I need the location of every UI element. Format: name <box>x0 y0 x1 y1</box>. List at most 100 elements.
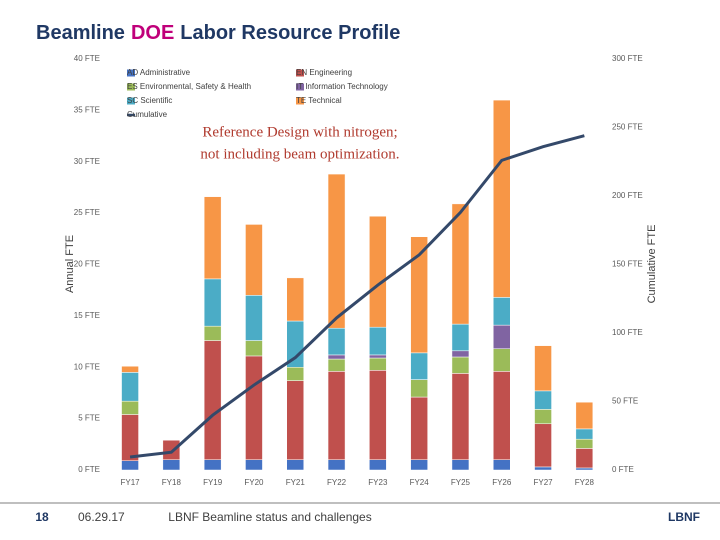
legend-label: EN Engineering <box>296 68 352 77</box>
y2-tick-label: 200 FTE <box>612 191 643 200</box>
x-tick-label: FY26 <box>492 478 512 487</box>
x-tick-label: FY25 <box>451 478 471 487</box>
bar-segment <box>493 99 511 298</box>
annotation: not including beam optimization. <box>200 146 399 162</box>
bar-segment <box>286 380 304 460</box>
legend-label: IT Information Technology <box>296 82 388 91</box>
bar-segment <box>369 370 387 460</box>
bar-segment <box>451 323 470 352</box>
legend-swatch <box>127 83 135 91</box>
bar-segment <box>493 371 511 460</box>
footer-date: 06.29.17 <box>78 510 125 524</box>
bar-segment <box>121 365 139 373</box>
bar-segment <box>410 352 428 380</box>
bar-segment <box>121 414 139 462</box>
x-tick-label: FY28 <box>575 478 595 487</box>
x-tick-label: FY20 <box>244 478 264 487</box>
bar-segment <box>203 340 222 460</box>
bar-segment <box>493 348 511 372</box>
bar-segment <box>327 358 346 372</box>
bar-segment <box>286 277 304 322</box>
y-tick-label: 40 FTE <box>74 54 100 63</box>
bar-segment <box>410 379 428 398</box>
bar-segment <box>121 372 139 402</box>
bar-segment <box>286 459 304 471</box>
legend-swatch <box>296 83 304 91</box>
cumulative-line <box>129 134 585 459</box>
y2-tick-label: 150 FTE <box>612 260 643 269</box>
y-tick-label: 25 FTE <box>74 208 100 217</box>
bar-segment <box>369 354 387 359</box>
y-axis-title: Annual FTE <box>64 235 76 293</box>
legend-label: SC Scientific <box>127 96 172 105</box>
bar-segment <box>451 373 470 460</box>
title-part: Beamline <box>36 22 125 44</box>
bar-segment <box>369 357 387 371</box>
y2-axis-title: Cumulative FTE <box>646 225 658 304</box>
bar-segment <box>493 297 511 326</box>
chart-title: Beamline DOE Labor Resource Profile <box>36 22 400 44</box>
bar-segment <box>245 459 263 471</box>
bar-segment <box>245 295 263 341</box>
bar-segment <box>534 466 552 471</box>
y-tick-label: 30 FTE <box>74 157 100 166</box>
bar-segment <box>327 354 346 360</box>
x-tick-label: FY22 <box>327 478 347 487</box>
bar-segment <box>575 438 594 449</box>
bar-segment <box>534 423 552 468</box>
bar-segment <box>327 371 346 460</box>
bar-segment <box>410 236 428 354</box>
bar-segment <box>534 409 552 425</box>
bar-segment <box>410 396 428 460</box>
annotation: Reference Design with nitrogen; <box>202 124 397 140</box>
x-tick-label: FY23 <box>368 478 388 487</box>
y2-tick-label: 50 FTE <box>612 397 638 406</box>
page-number: 18 <box>35 510 49 524</box>
bar-segment <box>203 278 222 327</box>
bar-segment <box>327 459 346 471</box>
y2-tick-label: 250 FTE <box>612 123 643 132</box>
bar-segment <box>369 215 387 328</box>
y-tick-label: 20 FTE <box>74 260 100 269</box>
bar-segment <box>451 203 470 325</box>
y-tick-label: 0 FTE <box>78 465 100 474</box>
y-tick-label: 5 FTE <box>78 414 100 423</box>
x-tick-label: FY19 <box>203 478 223 487</box>
footer-subject: LBNF Beamline status and challenges <box>168 510 371 524</box>
legend-label: TE Technical <box>296 96 342 105</box>
legend-label: AD Administrative <box>127 68 191 77</box>
bar-segment <box>162 439 181 460</box>
legend-swatch <box>296 97 304 105</box>
legend-swatch <box>127 69 135 77</box>
bar-segment <box>451 350 470 358</box>
bar-segment <box>410 459 428 471</box>
x-tick-label: FY27 <box>533 478 553 487</box>
legend-swatch <box>296 69 304 77</box>
bar-segment <box>493 324 511 350</box>
y-tick-label: 15 FTE <box>74 311 100 320</box>
y2-tick-label: 0 FTE <box>612 465 634 474</box>
bar-segment <box>121 400 139 415</box>
bar-segment <box>534 390 552 410</box>
title-part: DOE <box>131 22 174 44</box>
footer-logo: LBNF <box>668 510 700 524</box>
bar-segment <box>327 327 346 356</box>
bar-segment <box>121 460 139 471</box>
bar-segment <box>575 467 594 471</box>
legend-label: Cumulative <box>127 110 168 119</box>
y2-tick-label: 100 FTE <box>612 328 643 337</box>
bar-segment <box>369 459 387 471</box>
bar-segment <box>451 459 470 471</box>
bar-segment <box>203 459 222 471</box>
bar-segment <box>534 345 552 392</box>
bar-segment <box>203 325 222 341</box>
bar-segment <box>575 428 594 440</box>
y-tick-label: 35 FTE <box>74 105 100 114</box>
bar-segment <box>245 340 263 357</box>
bar-segment <box>327 173 346 329</box>
bar-segment <box>451 356 470 374</box>
title-part: Labor Resource Profile <box>180 22 400 44</box>
bar-segment <box>575 448 594 469</box>
y-tick-label: 10 FTE <box>74 362 100 371</box>
